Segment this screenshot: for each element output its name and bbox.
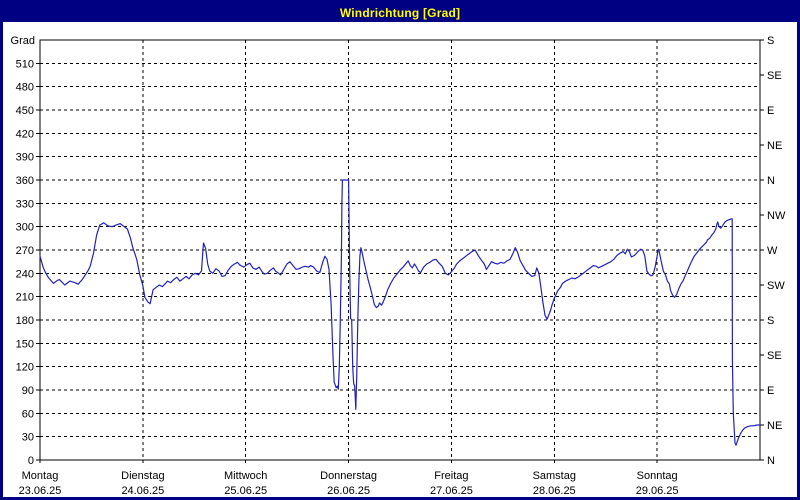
y-tick-label: 360	[16, 175, 34, 187]
y-tick-label: 240	[16, 268, 34, 280]
day-date-label: 27.06.25	[430, 485, 473, 497]
y-tick-label: 300	[16, 222, 34, 234]
compass-tick-label: NW	[767, 210, 786, 222]
compass-tick-label: NE	[767, 420, 782, 432]
compass-tick-label: W	[767, 245, 778, 257]
window-title: Windrichtung [Grad]	[339, 5, 461, 20]
y-tick-label: 510	[16, 58, 34, 70]
day-date-label: 24.06.25	[121, 485, 164, 497]
y-tick-label: 420	[16, 128, 34, 140]
y-tick-label: 390	[16, 152, 34, 164]
y-tick-label: 60	[22, 408, 34, 420]
compass-tick-label: SE	[767, 350, 782, 362]
day-name-label: Samstag	[533, 470, 576, 482]
y-tick-label: 270	[16, 245, 34, 257]
day-name-label: Donnerstag	[320, 470, 377, 482]
day-name-label: Montag	[22, 470, 59, 482]
day-name-label: Freitag	[434, 470, 468, 482]
y-tick-label: 120	[16, 362, 34, 374]
day-date-label: 23.06.25	[19, 485, 62, 497]
compass-tick-label: N	[767, 175, 775, 187]
compass-tick-label: S	[767, 315, 774, 327]
series	[39, 179, 761, 446]
y-tick-label: 180	[16, 315, 34, 327]
y-tick-label: 480	[16, 82, 34, 94]
x-axis-days: Montag 23.06.25 Dienstag 24.06.25 Mittwoch 25…	[19, 460, 679, 497]
y-tick-label: 330	[16, 198, 34, 210]
y-axis-right-compass: N NE E SE S SW W NW N NE E SE S	[760, 35, 786, 467]
title-bar: Windrichtung [Grad]	[3, 3, 797, 22]
y-tick-label: 0	[28, 455, 34, 467]
compass-tick-label: NE	[767, 140, 782, 152]
y-tick-label: 30	[22, 432, 34, 444]
day-date-label: 26.06.25	[327, 485, 370, 497]
day-date-label: 29.06.25	[636, 485, 679, 497]
y-tick-label: 450	[16, 105, 34, 117]
day-date-label: 25.06.25	[224, 485, 267, 497]
day-name-label: Dienstag	[121, 470, 164, 482]
grid-lines	[40, 40, 760, 460]
y-axis-unit-label: Grad	[11, 35, 35, 47]
y-tick-label: 150	[16, 338, 34, 350]
compass-tick-label: S	[767, 35, 774, 47]
wind-direction-line	[39, 179, 761, 446]
day-date-label: 28.06.25	[533, 485, 576, 497]
day-name-label: Sonntag	[637, 470, 678, 482]
compass-tick-label: E	[767, 105, 774, 117]
compass-tick-label: N	[767, 455, 775, 467]
compass-tick-label: SW	[767, 280, 785, 292]
compass-tick-label: SE	[767, 70, 782, 82]
y-tick-label: 210	[16, 292, 34, 304]
y-axis-left: 0 30 60 90 120 150 180 210 240 270 300 330 360 390 420…	[11, 35, 40, 467]
y-tick-label: 90	[22, 385, 34, 397]
compass-tick-label: E	[767, 385, 774, 397]
wind-direction-chart: 0 30 60 90 120 150 180 210 240 270 300 330 360 390 420…	[11, 35, 786, 497]
day-name-label: Mittwoch	[224, 470, 267, 482]
